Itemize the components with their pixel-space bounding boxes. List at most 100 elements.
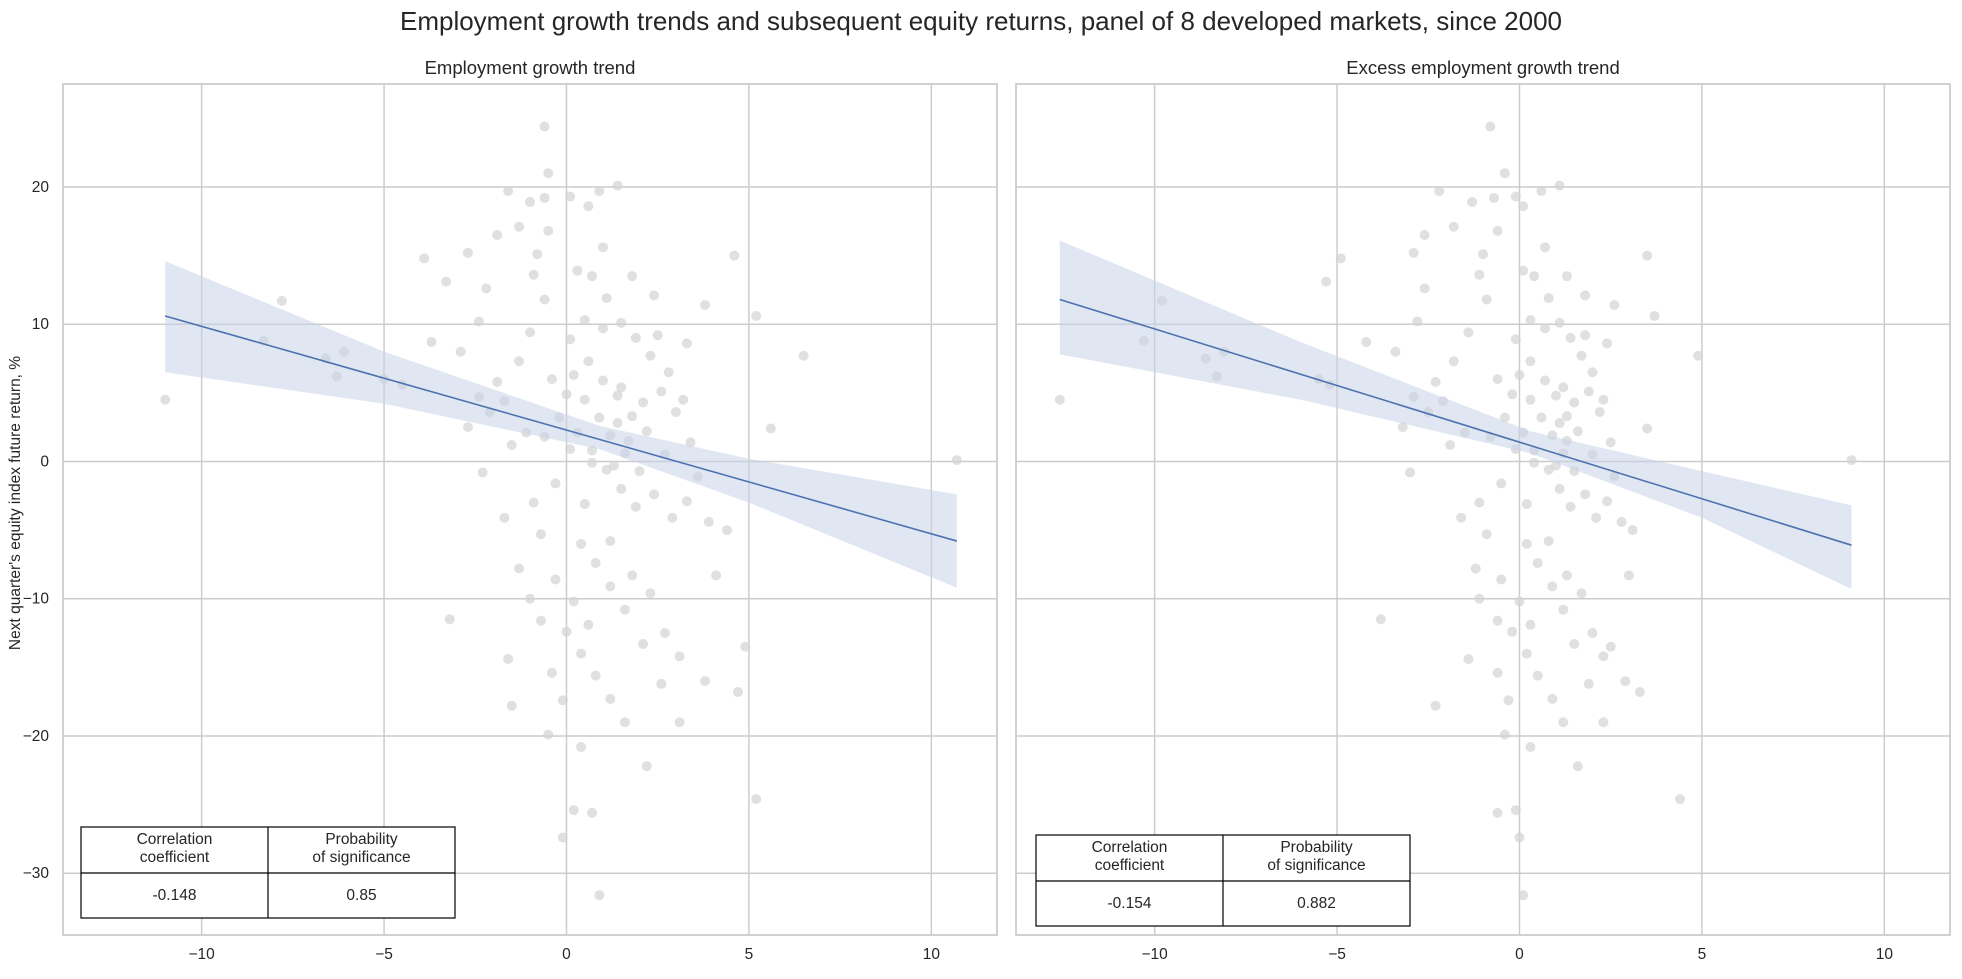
scatter-point — [674, 717, 685, 728]
stats-table-header: of significance — [1267, 857, 1365, 874]
panel-employment-growth-trend: Employment growth trend −10 −5 0 5 10 −30 −20 −1… — [23, 57, 998, 963]
scatter-point — [561, 626, 572, 637]
scatter-point — [1525, 356, 1536, 367]
scatter-point — [462, 247, 473, 258]
scatter-point — [546, 374, 557, 385]
scatter-point — [1675, 794, 1686, 805]
scatter-point — [1587, 628, 1598, 639]
scatter-point — [1412, 316, 1423, 327]
scatter-point — [605, 693, 616, 704]
scatter-point — [1492, 667, 1503, 678]
scatter-point — [638, 639, 649, 650]
scatter-point — [539, 294, 550, 305]
scatter-point — [1478, 249, 1488, 260]
scatter-point — [1605, 437, 1616, 448]
scatter-point — [568, 596, 579, 607]
scatter-point — [630, 501, 641, 512]
confidence-band — [165, 261, 957, 588]
y-tick-label: −30 — [23, 865, 50, 882]
scatter-point — [751, 310, 762, 321]
scatter-point — [506, 439, 517, 450]
scatter-point — [656, 386, 667, 397]
scatter-point — [572, 265, 583, 276]
scatter-point — [1521, 648, 1532, 659]
scatter-point — [455, 346, 466, 357]
scatter-point — [732, 687, 743, 698]
scatter-point — [444, 614, 455, 625]
scatter-point — [477, 467, 488, 478]
scatter-point — [557, 695, 568, 706]
scatter-point — [1580, 290, 1591, 301]
scatter-point — [1598, 717, 1609, 728]
scatter-point — [1529, 457, 1540, 468]
scatter-point — [700, 676, 711, 687]
scatter-point — [543, 225, 554, 236]
regression-line — [164, 315, 958, 542]
scatter-point — [473, 316, 484, 327]
scatter-point — [426, 337, 437, 348]
scatter-point — [1419, 229, 1430, 240]
scatter-point — [1569, 639, 1580, 650]
scatter-point — [160, 394, 171, 405]
x-tick-label: −10 — [188, 946, 215, 963]
scatter-point — [550, 574, 561, 585]
scatter-point — [1408, 247, 1419, 258]
scatter-point — [1580, 330, 1591, 341]
scatter-point — [539, 121, 550, 132]
scatter-point — [1492, 374, 1503, 385]
scatter-point — [1499, 729, 1510, 740]
scatter-point — [1463, 327, 1474, 338]
scatter-point — [568, 369, 579, 380]
scatter-point — [1499, 168, 1510, 179]
scatter-point — [1521, 538, 1532, 549]
scatter-point — [1456, 512, 1467, 523]
scatter-point — [1321, 276, 1332, 287]
scatter-point — [1375, 614, 1386, 625]
scatter-point — [499, 512, 510, 523]
scatter-point — [1576, 588, 1587, 599]
scatter-point — [616, 483, 627, 494]
scatter-point — [612, 390, 623, 401]
scatter-point — [492, 376, 503, 387]
scatter-point — [1470, 563, 1481, 574]
scatter-point — [1649, 310, 1660, 321]
scatter-point — [514, 221, 525, 232]
scatter-point — [535, 529, 546, 540]
scatter-point — [608, 460, 619, 471]
scatter-point — [681, 496, 692, 507]
scatter-point — [594, 890, 605, 901]
stats-table-value: 0.882 — [1297, 895, 1336, 912]
scatter-point — [1518, 890, 1529, 901]
x-tick-label: −10 — [1141, 946, 1168, 963]
scatter-point — [1558, 604, 1569, 615]
scatter-point — [1540, 375, 1551, 386]
scatter-point — [1580, 489, 1591, 500]
x-tick-label: 0 — [1515, 946, 1524, 963]
scatter-point — [535, 615, 546, 626]
scatter-point — [1569, 397, 1580, 408]
x-tick-label: 10 — [1876, 946, 1894, 963]
scatter-point — [1587, 367, 1598, 378]
scatter-point — [634, 466, 645, 477]
y-tick-label: 10 — [32, 316, 50, 333]
scatter-point — [1448, 221, 1459, 232]
scatter-point — [462, 422, 473, 433]
scatter-point — [1543, 464, 1554, 475]
stats-table-header: Probability — [325, 831, 398, 848]
scatter-point — [1598, 651, 1609, 662]
scatter-point — [532, 249, 543, 260]
scatter-point — [751, 794, 762, 805]
scatter-point — [1474, 497, 1485, 508]
scatter-point — [583, 356, 594, 367]
scatter-point — [605, 536, 616, 547]
scatter-point — [1536, 412, 1547, 423]
scatter-point — [1518, 201, 1529, 212]
panel-excess-employment-growth-trend: Excess employment growth trend −10 −5 0 5 10 C… — [1015, 57, 1951, 963]
scatter-point — [276, 295, 287, 306]
scatter-point — [641, 426, 652, 437]
scatter-point — [1510, 334, 1521, 345]
axes-frame — [1015, 83, 1951, 936]
scatter-point — [587, 807, 598, 818]
scatter-point — [1602, 496, 1613, 507]
scatter-point — [951, 455, 962, 466]
